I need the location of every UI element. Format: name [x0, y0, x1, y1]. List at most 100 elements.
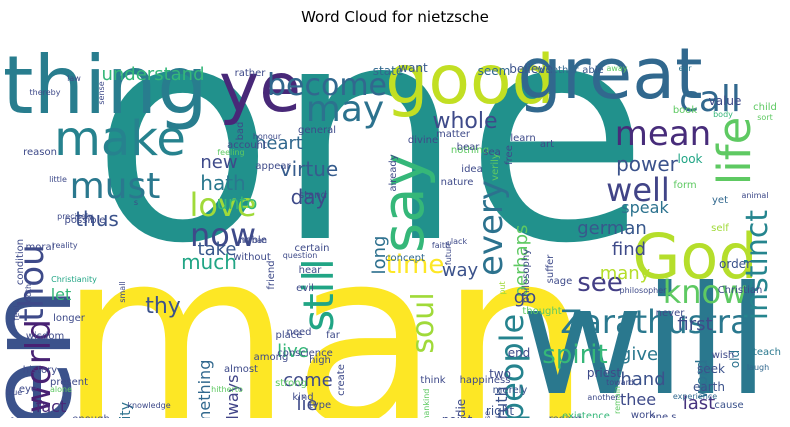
- cloud-word: honour: [253, 132, 282, 141]
- cloud-word: thereby: [30, 88, 61, 97]
- cloud-word: every: [471, 180, 511, 276]
- cloud-word: make: [54, 111, 186, 167]
- cloud-word: thou: [12, 244, 52, 321]
- cloud-word: whole: [432, 109, 497, 134]
- cloud-word: soul: [406, 292, 441, 353]
- cloud-word: feel: [12, 306, 21, 321]
- cloud-word: feeling: [217, 148, 244, 157]
- cloud-word: good: [385, 41, 555, 120]
- cloud-word: die: [454, 399, 468, 417]
- cloud-word: speak: [621, 198, 669, 217]
- cloud-word: doth: [24, 284, 33, 302]
- cloud-word: Christian: [718, 285, 763, 296]
- cloud-word: necessary: [9, 416, 18, 418]
- cloud-word: appear: [255, 161, 291, 172]
- cloud-word: heart: [255, 133, 303, 154]
- cloud-word: great: [517, 33, 702, 115]
- cloud-word: old: [728, 350, 742, 368]
- cloud-word: merely: [493, 385, 528, 396]
- cloud-word: mankind: [422, 389, 431, 418]
- cloud-word: hitherto: [211, 385, 243, 394]
- cloud-word: body: [713, 110, 733, 119]
- cloud-word: small: [118, 281, 127, 302]
- cloud-word: now: [190, 216, 256, 254]
- cloud-word: always: [223, 375, 242, 418]
- cloud-word: longer: [53, 313, 86, 324]
- cloud-word: faith: [432, 241, 450, 250]
- cloud-word: believe: [509, 62, 553, 76]
- cloud-word: may: [306, 89, 384, 130]
- cloud-word: must: [70, 166, 161, 207]
- cloud-word: something: [195, 360, 214, 418]
- cloud-word: right: [486, 404, 514, 418]
- cloud-word: knowledge: [127, 401, 170, 410]
- cloud-word: kind: [292, 392, 313, 403]
- cloud-word: already: [388, 154, 399, 191]
- cloud-word: Zarathustra: [560, 303, 749, 341]
- cloud-word: day: [291, 185, 328, 209]
- cloud-word: laugh: [747, 363, 769, 372]
- cloud-word: far: [326, 330, 341, 341]
- cloud-word: away: [606, 64, 627, 73]
- cloud-word: able: [582, 65, 603, 76]
- cloud-word: rather: [235, 68, 267, 79]
- cloud-word: state: [373, 64, 403, 78]
- cloud-word: virtue: [280, 157, 338, 181]
- cloud-word: call: [679, 79, 741, 120]
- cloud-word: yet: [712, 195, 728, 206]
- cloud-word: long: [369, 236, 390, 275]
- cloud-word: go: [514, 287, 536, 308]
- cloud-word: order: [719, 257, 751, 271]
- cloud-word: end: [508, 346, 531, 360]
- cloud-word: experience: [673, 392, 717, 401]
- cloud-word: free: [504, 145, 515, 165]
- cloud-word: take: [198, 239, 237, 260]
- cloud-word: still: [294, 258, 343, 331]
- cloud-word: even: [5, 287, 98, 418]
- cloud-word: strong: [275, 378, 307, 389]
- cloud-word: place: [276, 330, 303, 341]
- cloud-word: God: [632, 220, 757, 293]
- cloud-word: bad: [235, 122, 246, 141]
- cloud-word: eye: [19, 384, 37, 395]
- cloud-word: general: [298, 125, 336, 136]
- cloud-word: seem: [478, 64, 511, 78]
- cloud-word: sea: [483, 147, 501, 158]
- cloud-word: wish: [712, 350, 735, 361]
- cloud-word: reality: [52, 241, 78, 250]
- cloud-word: one: [91, 33, 649, 309]
- cloud-word: truth: [492, 386, 511, 418]
- cloud-word: case: [483, 411, 492, 418]
- cloud-word: idea: [461, 164, 482, 175]
- cloud-word: first: [677, 314, 712, 335]
- cloud-word: mean: [615, 114, 711, 154]
- cloud-word: thus: [75, 207, 119, 231]
- cloud-word: life: [708, 117, 761, 186]
- cloud-word: thy: [145, 294, 181, 319]
- cloud-word: word: [692, 359, 711, 398]
- cloud-word: morality: [118, 402, 134, 418]
- cloud-word: people: [493, 314, 531, 418]
- cloud-word: question: [283, 251, 318, 260]
- cloud-word: philosophy: [521, 249, 532, 303]
- cloud-word: know: [663, 273, 748, 311]
- cloud-word: find: [612, 239, 646, 260]
- cloud-word: many: [600, 263, 651, 284]
- cloud-word: german: [577, 218, 647, 239]
- cloud-word: work: [631, 410, 655, 418]
- cloud-word: present: [50, 377, 88, 388]
- cloud-word: stand: [299, 190, 327, 201]
- cloud-word: will: [521, 255, 769, 418]
- cloud-word: give: [620, 344, 658, 365]
- cloud-word: future: [444, 241, 453, 265]
- cloud-word: hath: [200, 171, 245, 195]
- cloud-word: child: [753, 102, 777, 113]
- cloud-word: philosopher: [620, 286, 668, 295]
- cloud-word: whether: [537, 65, 579, 76]
- cloud-word: see: [577, 268, 623, 298]
- cloud-word: hand: [620, 369, 665, 390]
- cloud-word: love: [189, 186, 256, 224]
- cloud-word: teach: [753, 347, 781, 358]
- cloud-word: man: [59, 198, 592, 418]
- cloud-word: perhaps: [511, 225, 532, 298]
